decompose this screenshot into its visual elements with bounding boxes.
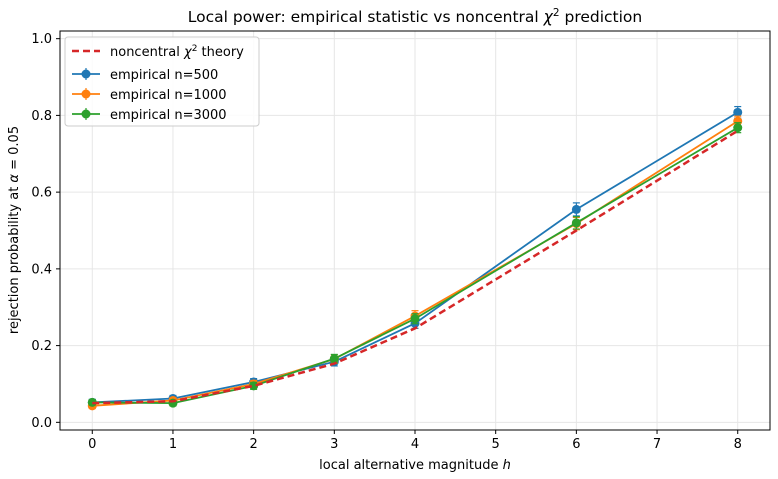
y-tick-label: 0.8 — [31, 109, 52, 124]
data-point — [329, 354, 339, 364]
x-tick-label: 1 — [169, 437, 177, 452]
x-tick-label: 6 — [572, 437, 580, 452]
legend-n3000-marker — [81, 109, 91, 119]
legend-frame — [64, 36, 260, 127]
y-tick-label: 1.0 — [31, 32, 52, 47]
y-axis-label: rejection probability at α = 0.05 — [7, 126, 22, 334]
series-layer — [87, 105, 743, 411]
legend-entry-n500: empirical n=500 — [72, 68, 218, 83]
legend-entry-n1000: empirical n=1000 — [72, 88, 227, 103]
x-tick-label: 0 — [88, 437, 96, 452]
x-tick-label: 5 — [492, 437, 500, 452]
legend-n500-label: empirical n=500 — [110, 68, 218, 83]
data-point — [410, 314, 420, 324]
data-point — [571, 204, 581, 214]
y-tick-label: 0.4 — [31, 262, 52, 277]
x-tick-label: 4 — [411, 437, 419, 452]
legend-entry-theory: noncentral χ2 theory — [72, 44, 244, 60]
x-tick-label: 8 — [734, 437, 742, 452]
legend-n500-marker — [81, 69, 91, 79]
y-tick-label: 0.6 — [31, 186, 52, 201]
legend-n1000-label: empirical n=1000 — [110, 88, 227, 103]
legend: noncentral χ2 theory empirical n=500 emp… — [64, 36, 260, 127]
data-point — [249, 381, 259, 391]
data-point — [733, 107, 743, 117]
legend-entry-n3000: empirical n=3000 — [72, 108, 227, 123]
x-tick-label: 2 — [249, 437, 257, 452]
data-point — [571, 218, 581, 228]
y-tick-label: 0.0 — [31, 416, 52, 431]
x-axis-ticks: 0 1 2 3 4 5 6 7 8 — [88, 430, 742, 452]
data-point — [733, 123, 743, 133]
data-point — [733, 116, 743, 126]
y-axis-ticks: 0.0 0.2 0.4 0.6 0.8 1.0 — [31, 32, 60, 431]
legend-n1000-marker — [81, 89, 91, 99]
chart-title: Local power: empirical statistic vs nonc… — [188, 7, 643, 26]
x-axis-label: local alternative magnitude h — [319, 458, 511, 473]
legend-theory-label: noncentral χ2 theory — [110, 44, 244, 60]
theory-line — [92, 129, 739, 405]
x-tick-label: 3 — [330, 437, 338, 452]
y-tick-label: 0.2 — [31, 339, 52, 354]
x-tick-label: 7 — [653, 437, 661, 452]
legend-n3000-label: empirical n=3000 — [110, 108, 227, 123]
